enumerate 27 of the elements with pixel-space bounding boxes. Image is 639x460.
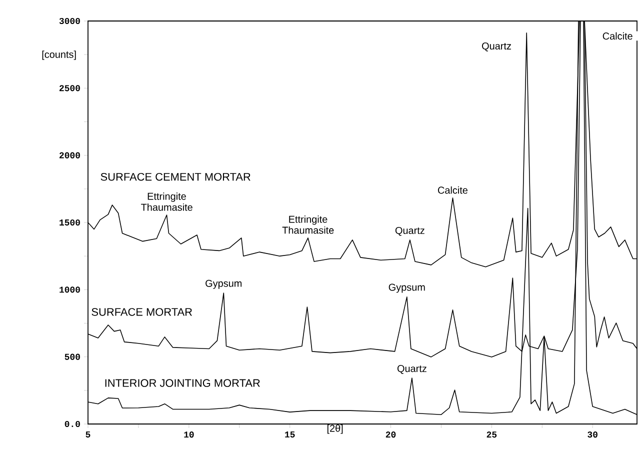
series-label: INTERIOR JOINTING MORTAR [105, 379, 260, 387]
y-tick-label: 0.0 [64, 420, 80, 428]
x-tick-label: 20 [386, 432, 396, 438]
annotation: Calcite [438, 186, 468, 194]
y-axis-title: [counts] [42, 50, 76, 60]
x-tick-label: 30 [588, 432, 598, 438]
annotation: Calcite [602, 32, 632, 40]
y-tick-label: 500 [64, 354, 80, 360]
y-tick-label: 1000 [60, 286, 80, 293]
annotation: Quartz [397, 365, 426, 374]
y-tick-label: 2500 [60, 85, 80, 92]
y-tick-label: 1500 [60, 219, 80, 226]
series-label: SURFACE MORTAR [92, 308, 192, 316]
x-tick-label: 5 [86, 432, 90, 438]
y-tick-label: 3000 [59, 18, 80, 24]
text: SURFACE CEMENT MORTAR [100, 172, 250, 181]
annotation: Ettringite Thaumasite [282, 215, 334, 234]
annotation: Quartz [395, 226, 424, 236]
annotation: Quartz [482, 42, 511, 52]
annotation: Gypsum [388, 284, 425, 293]
x-tick-label: 25 [486, 432, 497, 438]
y-tick-label: 2000 [60, 152, 80, 158]
annotation: Gypsum [206, 280, 242, 289]
x-tick-label: 10 [184, 432, 194, 438]
x-axis-title: [2θ] [327, 424, 343, 434]
x-tick-label: 15 [285, 432, 295, 438]
annotation: Ettringite Thaumasite [141, 192, 192, 211]
